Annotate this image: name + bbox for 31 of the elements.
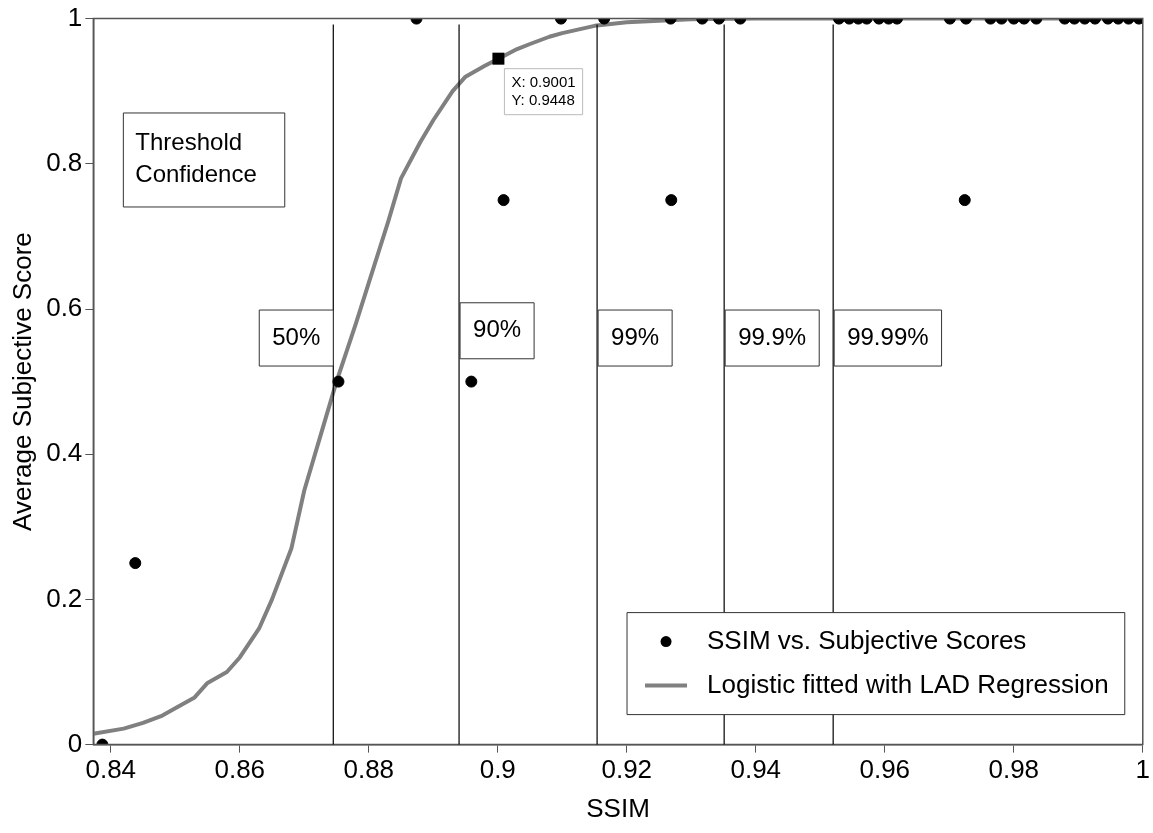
- annotation: Threshold Confidence: [135, 127, 257, 187]
- y-axis-title: Average Subjective Score: [6, 232, 37, 531]
- x-axis-title: SSIM: [586, 792, 650, 823]
- y-tick-label: 0.8: [46, 146, 83, 177]
- annotation: 50%: [272, 322, 321, 350]
- annotation: 90%: [473, 315, 522, 343]
- y-tick-label: 1: [67, 1, 83, 32]
- x-tick-label: 0.98: [988, 754, 1040, 785]
- point: [958, 194, 971, 207]
- legend-label: Logistic fitted with LAD Regression: [707, 668, 1109, 699]
- x-tick-label: 0.94: [730, 754, 782, 785]
- y-tick-label: 0.2: [46, 582, 83, 613]
- x-tick-label: 1: [1135, 754, 1150, 785]
- x-tick-label: 0.96: [859, 754, 911, 785]
- x-tick-label: 0.88: [343, 754, 395, 785]
- annotation: 99.9%: [738, 322, 807, 350]
- point: [332, 375, 345, 388]
- point: [665, 194, 678, 207]
- x-tick-label: 0.9: [479, 754, 516, 785]
- y-tick-label: 0.4: [46, 437, 83, 468]
- legend-label: SSIM vs. Subjective Scores: [707, 624, 1027, 655]
- x-tick-label: 0.84: [85, 754, 137, 785]
- y-tick-label: 0: [67, 727, 83, 758]
- annotation: 99%: [611, 322, 660, 350]
- annotation: X: 0.9001 Y: 0.9448: [511, 72, 576, 108]
- annotation: 99.99%: [847, 322, 929, 350]
- point: [497, 194, 510, 207]
- point: [465, 375, 478, 388]
- y-tick-label: 0.6: [46, 292, 83, 323]
- x-tick-label: 0.86: [214, 754, 266, 785]
- x-tick-label: 0.92: [601, 754, 653, 785]
